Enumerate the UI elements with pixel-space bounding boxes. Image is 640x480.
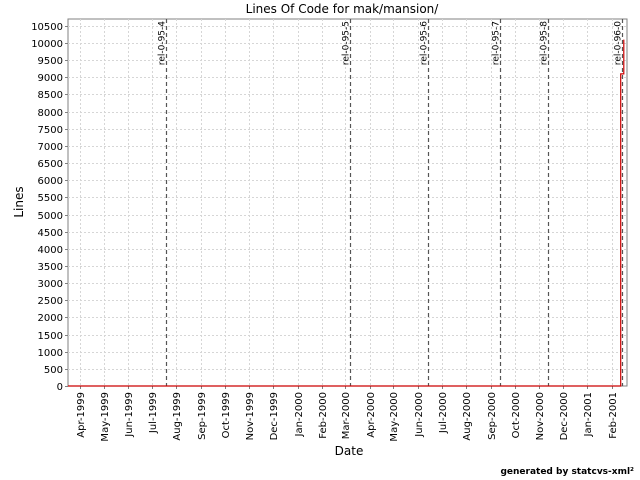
release-marker-label: rel-0-95-4 — [158, 21, 168, 65]
x-tick-label: Sep-2000 — [487, 392, 498, 440]
series-group — [68, 39, 625, 387]
x-tick-label: Dec-1999 — [269, 392, 280, 440]
y-tick-label: 9500 — [38, 56, 63, 67]
y-tick-label: 7500 — [38, 125, 63, 136]
y-tick-label: 4500 — [38, 228, 63, 239]
x-tick-label: Jul-1999 — [148, 392, 159, 434]
grid-lines — [68, 19, 627, 386]
x-tick-label: Jan-2001 — [583, 392, 594, 437]
release-marker-label: rel-0-95-5 — [342, 21, 352, 65]
release-markers: rel-0-95-4 rel-0-95-5 rel-0-95-6 rel-0-95-7… — [158, 19, 624, 386]
series-line — [68, 39, 625, 387]
y-tick-label: 8500 — [38, 90, 63, 101]
y-tick-label: 1500 — [38, 331, 63, 342]
y-tick-label: 5000 — [38, 211, 63, 222]
x-tick-label: Jun-2000 — [414, 392, 425, 438]
x-tick-label: Nov-2000 — [535, 392, 546, 440]
x-tick-label: May-1999 — [100, 392, 111, 442]
x-axis-title: Date — [335, 444, 364, 458]
y-tick-label: 3000 — [38, 279, 63, 290]
x-tick-label: Sep-1999 — [197, 392, 208, 440]
y-axis-title: Lines — [12, 186, 26, 217]
x-tick-label: Jun-1999 — [124, 392, 135, 438]
y-tick-label: 10500 — [31, 22, 63, 33]
x-tick-label: Dec-2000 — [559, 392, 570, 440]
y-tick-label: 2000 — [38, 313, 63, 324]
release-marker-label: rel-0-95-6 — [420, 21, 430, 65]
x-tick-label: Aug-2000 — [462, 392, 473, 441]
y-tick-label: 1000 — [38, 348, 63, 359]
x-tick-label: Oct-1999 — [221, 392, 232, 438]
x-tick-label: May-2000 — [389, 392, 400, 442]
y-axis: 0 500 1000 1500 2000 2500 3000 3500 4000 4500 5000… — [31, 22, 68, 393]
y-tick-label: 7000 — [38, 142, 63, 153]
y-tick-label: 9000 — [38, 73, 63, 84]
release-marker-label: rel-0-95-7 — [492, 21, 502, 65]
x-axis: Apr-1999 May-1999 Jun-1999 Jul-1999 Aug-1999… — [76, 386, 619, 442]
y-tick-label: 3500 — [38, 262, 63, 273]
x-tick-label: Feb-2000 — [318, 392, 329, 439]
plot-area — [67, 18, 628, 387]
x-tick-label: Oct-2000 — [511, 392, 522, 438]
y-tick-label: 2500 — [38, 296, 63, 307]
x-tick-label: Jul-2000 — [438, 392, 449, 434]
release-marker-label: rel-0-96-0 — [614, 21, 624, 65]
x-tick-label: Jan-2000 — [294, 392, 305, 437]
chart-title: Lines Of Code for mak/mansion/ — [246, 2, 440, 16]
x-tick-label: Apr-2000 — [366, 392, 377, 438]
x-tick-label: Mar-2000 — [341, 392, 352, 439]
x-tick-label: Nov-1999 — [245, 392, 256, 440]
release-marker-label: rel-0-95-8 — [540, 21, 550, 65]
y-tick-label: 4000 — [38, 245, 63, 256]
y-tick-label: 5500 — [38, 193, 63, 204]
y-tick-label: 10000 — [31, 39, 63, 50]
y-tick-label: 500 — [44, 365, 63, 376]
x-tick-label: Feb-2001 — [608, 392, 619, 439]
y-tick-label: 6000 — [38, 176, 63, 187]
y-tick-label: 6500 — [38, 159, 63, 170]
generator-footer: generated by statcvs-xml² — [500, 467, 634, 477]
y-tick-label: 0 — [57, 382, 63, 393]
x-tick-label: Apr-1999 — [76, 392, 87, 438]
y-tick-label: 8000 — [38, 108, 63, 119]
x-tick-label: Aug-1999 — [172, 392, 183, 441]
